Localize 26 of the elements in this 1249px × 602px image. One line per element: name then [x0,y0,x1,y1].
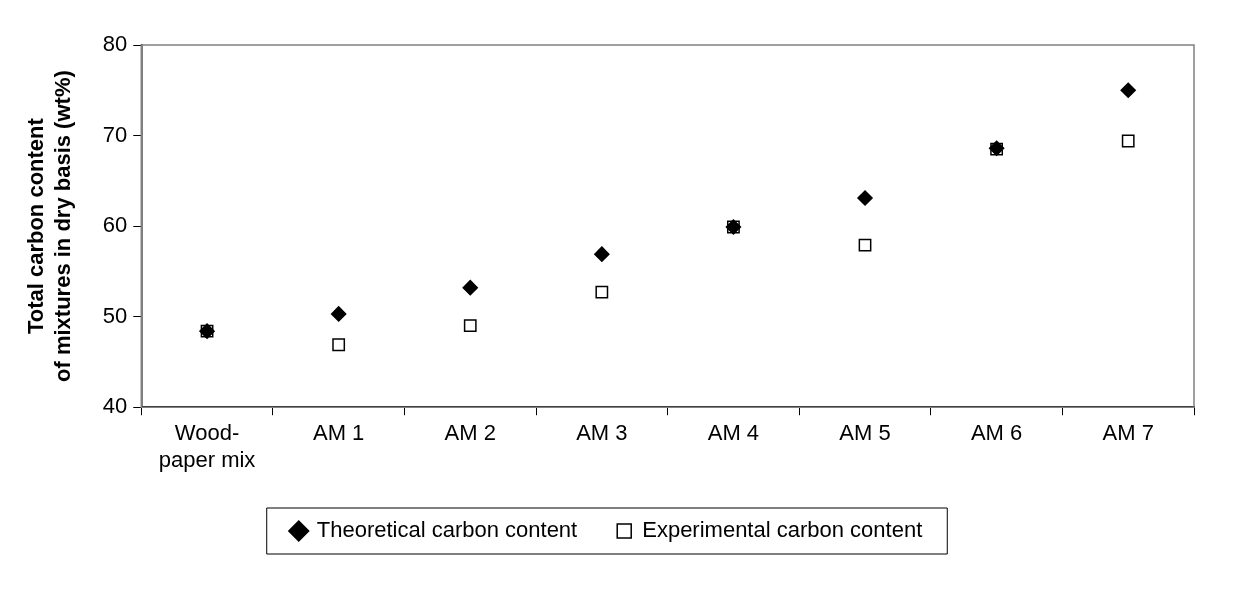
point [857,190,873,206]
y-tick-label: 40 [102,393,128,419]
point [462,279,478,296]
legend-label: Experimental carbon content [642,517,923,543]
point [595,285,609,299]
y-tick-label: 50 [102,302,128,328]
point [330,306,347,322]
x-tick-label: AM 7 [1102,420,1154,446]
point [463,319,477,333]
point [858,238,872,252]
x-tick-label: AM 2 [444,420,496,446]
y-tick-label: 80 [102,31,128,57]
y-axis-title: Total carbon content of mixtures in dry basis (wt%) [23,70,75,382]
x-tick-label: AM 6 [970,420,1023,446]
point [1120,82,1136,99]
y-tick-label: 60 [102,212,128,238]
point [332,338,346,352]
x-tick-label: AM 5 [839,420,891,446]
x-tick-label: AM 3 [576,420,628,446]
x-tick-label: AM 1 [312,420,365,446]
legend-label: Theoretical carbon content [316,517,578,543]
point [594,246,610,262]
y-tick-label: 70 [102,121,128,147]
x-tick-label: AM 4 [707,420,760,446]
point [1121,134,1135,148]
x-tick-label: Wood-paper mix [158,420,256,472]
